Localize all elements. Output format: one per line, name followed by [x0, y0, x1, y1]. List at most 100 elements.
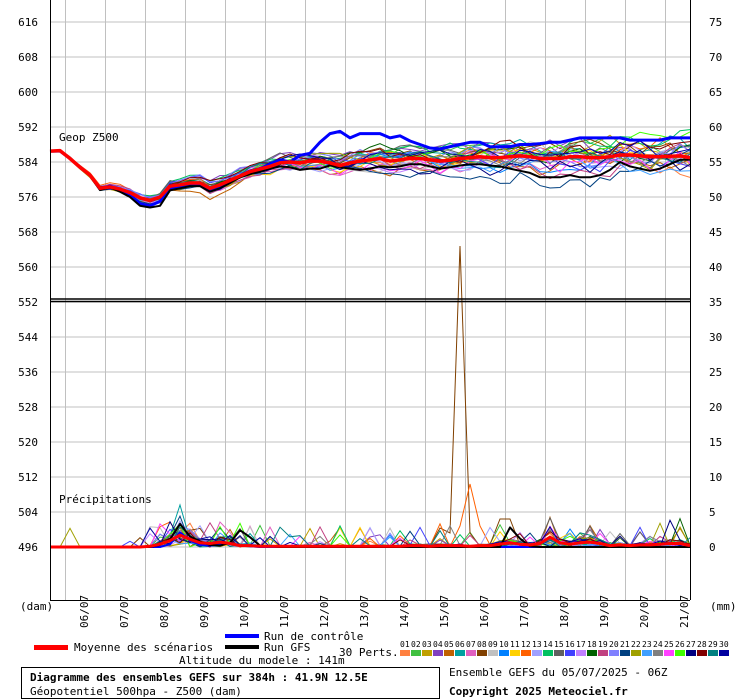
member-legend-swatch — [488, 650, 498, 656]
legend-mean-label: Moyenne des scénarios — [74, 641, 213, 654]
member-legend-label: 17 — [576, 640, 586, 649]
y-left-tick-label: 560 — [18, 261, 38, 274]
z500-control-line — [50, 129, 690, 208]
member-legend-label: 26 — [675, 640, 685, 649]
member-legend-swatch — [433, 650, 443, 656]
y-right-tick-label: 65 — [709, 86, 722, 99]
member-legend-swatch — [598, 650, 608, 656]
member-legend-label: 25 — [664, 640, 674, 649]
y-right-tick-label: 0 — [709, 541, 716, 554]
y-right-tick-label: 30 — [709, 331, 722, 344]
legend-gfs-label: Run GFS — [264, 641, 310, 654]
y-right-tick-label: 5 — [709, 506, 716, 519]
y-right-tick-label: 50 — [709, 191, 722, 204]
member-legend-label: 11 — [510, 640, 520, 649]
y-right-tick-label: 20 — [709, 401, 722, 414]
member-legend-swatch — [664, 650, 674, 656]
member-legend-swatch — [576, 650, 586, 656]
x-tick-label: 16/07 — [478, 595, 491, 628]
chart-frame — [50, 0, 691, 601]
member-legend-label: 29 — [708, 640, 718, 649]
y-right-tick-label: 25 — [709, 366, 722, 379]
x-tick-label: 08/07 — [158, 595, 171, 628]
mm-unit-label: (mm) — [710, 600, 737, 613]
member-legend-swatch — [708, 650, 718, 656]
member-legend-swatch — [455, 650, 465, 656]
member-legend-label: 10 — [499, 640, 509, 649]
y-left-tick-label: 520 — [18, 436, 38, 449]
x-tick-label: 13/07 — [358, 595, 371, 628]
member-legend-swatch — [554, 650, 564, 656]
member-legend-label: 12 — [521, 640, 531, 649]
y-left-tick-label: 528 — [18, 401, 38, 414]
precip-label: Précipitations — [59, 493, 152, 506]
geop-label: Geop Z500 — [59, 131, 119, 144]
y-left-tick-label: 512 — [18, 471, 38, 484]
member-legend-swatch — [411, 650, 421, 656]
member-legend-swatch — [510, 650, 520, 656]
main-series-lines — [49, 129, 691, 549]
member-legend-swatch — [697, 650, 707, 656]
chart-title: Diagramme des ensembles GEFS sur 384h : … — [30, 671, 368, 684]
member-legend-swatch — [565, 650, 575, 656]
precip-mean-line — [50, 533, 691, 549]
y-left-tick-label: 592 — [18, 121, 38, 134]
member-legend-label: 28 — [697, 640, 707, 649]
ensemble-run-label: Ensemble GEFS du 05/07/2025 - 06Z — [449, 666, 668, 679]
member-legend-label: 03 — [422, 640, 432, 649]
member-legend-label: 09 — [488, 640, 498, 649]
y-right-tick-label: 70 — [709, 51, 722, 64]
legend-control-label: Run de contrôle — [264, 630, 363, 643]
y-left-tick-label: 616 — [18, 16, 38, 29]
altitude-label: Altitude du modele : 141m — [179, 654, 345, 667]
y-left-tick-label: 496 — [18, 541, 38, 554]
x-tick-label: 12/07 — [318, 595, 331, 628]
legend-control-swatch — [225, 634, 259, 638]
x-tick-label: 20/07 — [638, 595, 651, 628]
x-tick-label: 11/07 — [278, 595, 291, 628]
member-legend: 01 02 03 04 05 06 07 08 09 10 11 12 13 14 15 16 17 18 19 20… — [400, 640, 729, 656]
member-legend-swatch — [521, 650, 531, 656]
x-tick-label: 18/07 — [558, 595, 571, 628]
y-left-tick-label: 504 — [18, 506, 38, 519]
member-legend-label: 08 — [477, 640, 487, 649]
member-legend-label: 06 — [455, 640, 465, 649]
member-legend-swatch — [620, 650, 630, 656]
copyright-label: Copyright 2025 Meteociel.fr — [449, 685, 628, 698]
member-legend-swatch — [675, 650, 685, 656]
y-left-tick-label: 544 — [18, 331, 38, 344]
axis-tick-labels: 6166086005925845765685605525445365285205… — [18, 16, 722, 628]
y-right-tick-label: 60 — [709, 121, 722, 134]
y-left-tick-label: 568 — [18, 226, 38, 239]
y-left-tick-label: 608 — [18, 51, 38, 64]
member-legend-swatch — [587, 650, 597, 656]
y-left-tick-label: 600 — [18, 86, 38, 99]
chart-subtitle: Géopotentiel 500hpa - Z500 (dam) — [30, 685, 242, 698]
member-legend-swatch — [422, 650, 432, 656]
member-legend-label: 02 — [411, 640, 421, 649]
legend-gfs-swatch — [225, 645, 259, 649]
member-legend-swatch — [499, 650, 509, 656]
y-right-tick-label: 10 — [709, 471, 722, 484]
member-legend-swatch — [719, 650, 729, 656]
member-legend-label: 21 — [620, 640, 630, 649]
y-right-tick-label: 75 — [709, 16, 722, 29]
member-legend-swatch — [477, 650, 487, 656]
info-box — [21, 667, 440, 699]
member-legend-label: 01 — [400, 640, 410, 649]
member-legend-label: 07 — [466, 640, 476, 649]
member-legend-label: 24 — [653, 640, 663, 649]
member-legend-label: 20 — [609, 640, 619, 649]
y-right-tick-label: 35 — [709, 296, 722, 309]
y-left-tick-label: 536 — [18, 366, 38, 379]
member-legend-label: 05 — [444, 640, 454, 649]
member-legend-swatch — [631, 650, 641, 656]
member-legend-label: 04 — [433, 640, 443, 649]
member-legend-label: 16 — [565, 640, 575, 649]
dam-unit-label: (dam) — [20, 600, 53, 613]
member-legend-swatch — [642, 650, 652, 656]
x-tick-label: 06/07 — [78, 595, 91, 628]
grid — [50, 0, 690, 600]
member-legend-swatch — [609, 650, 619, 656]
x-tick-label: 17/07 — [518, 595, 531, 628]
